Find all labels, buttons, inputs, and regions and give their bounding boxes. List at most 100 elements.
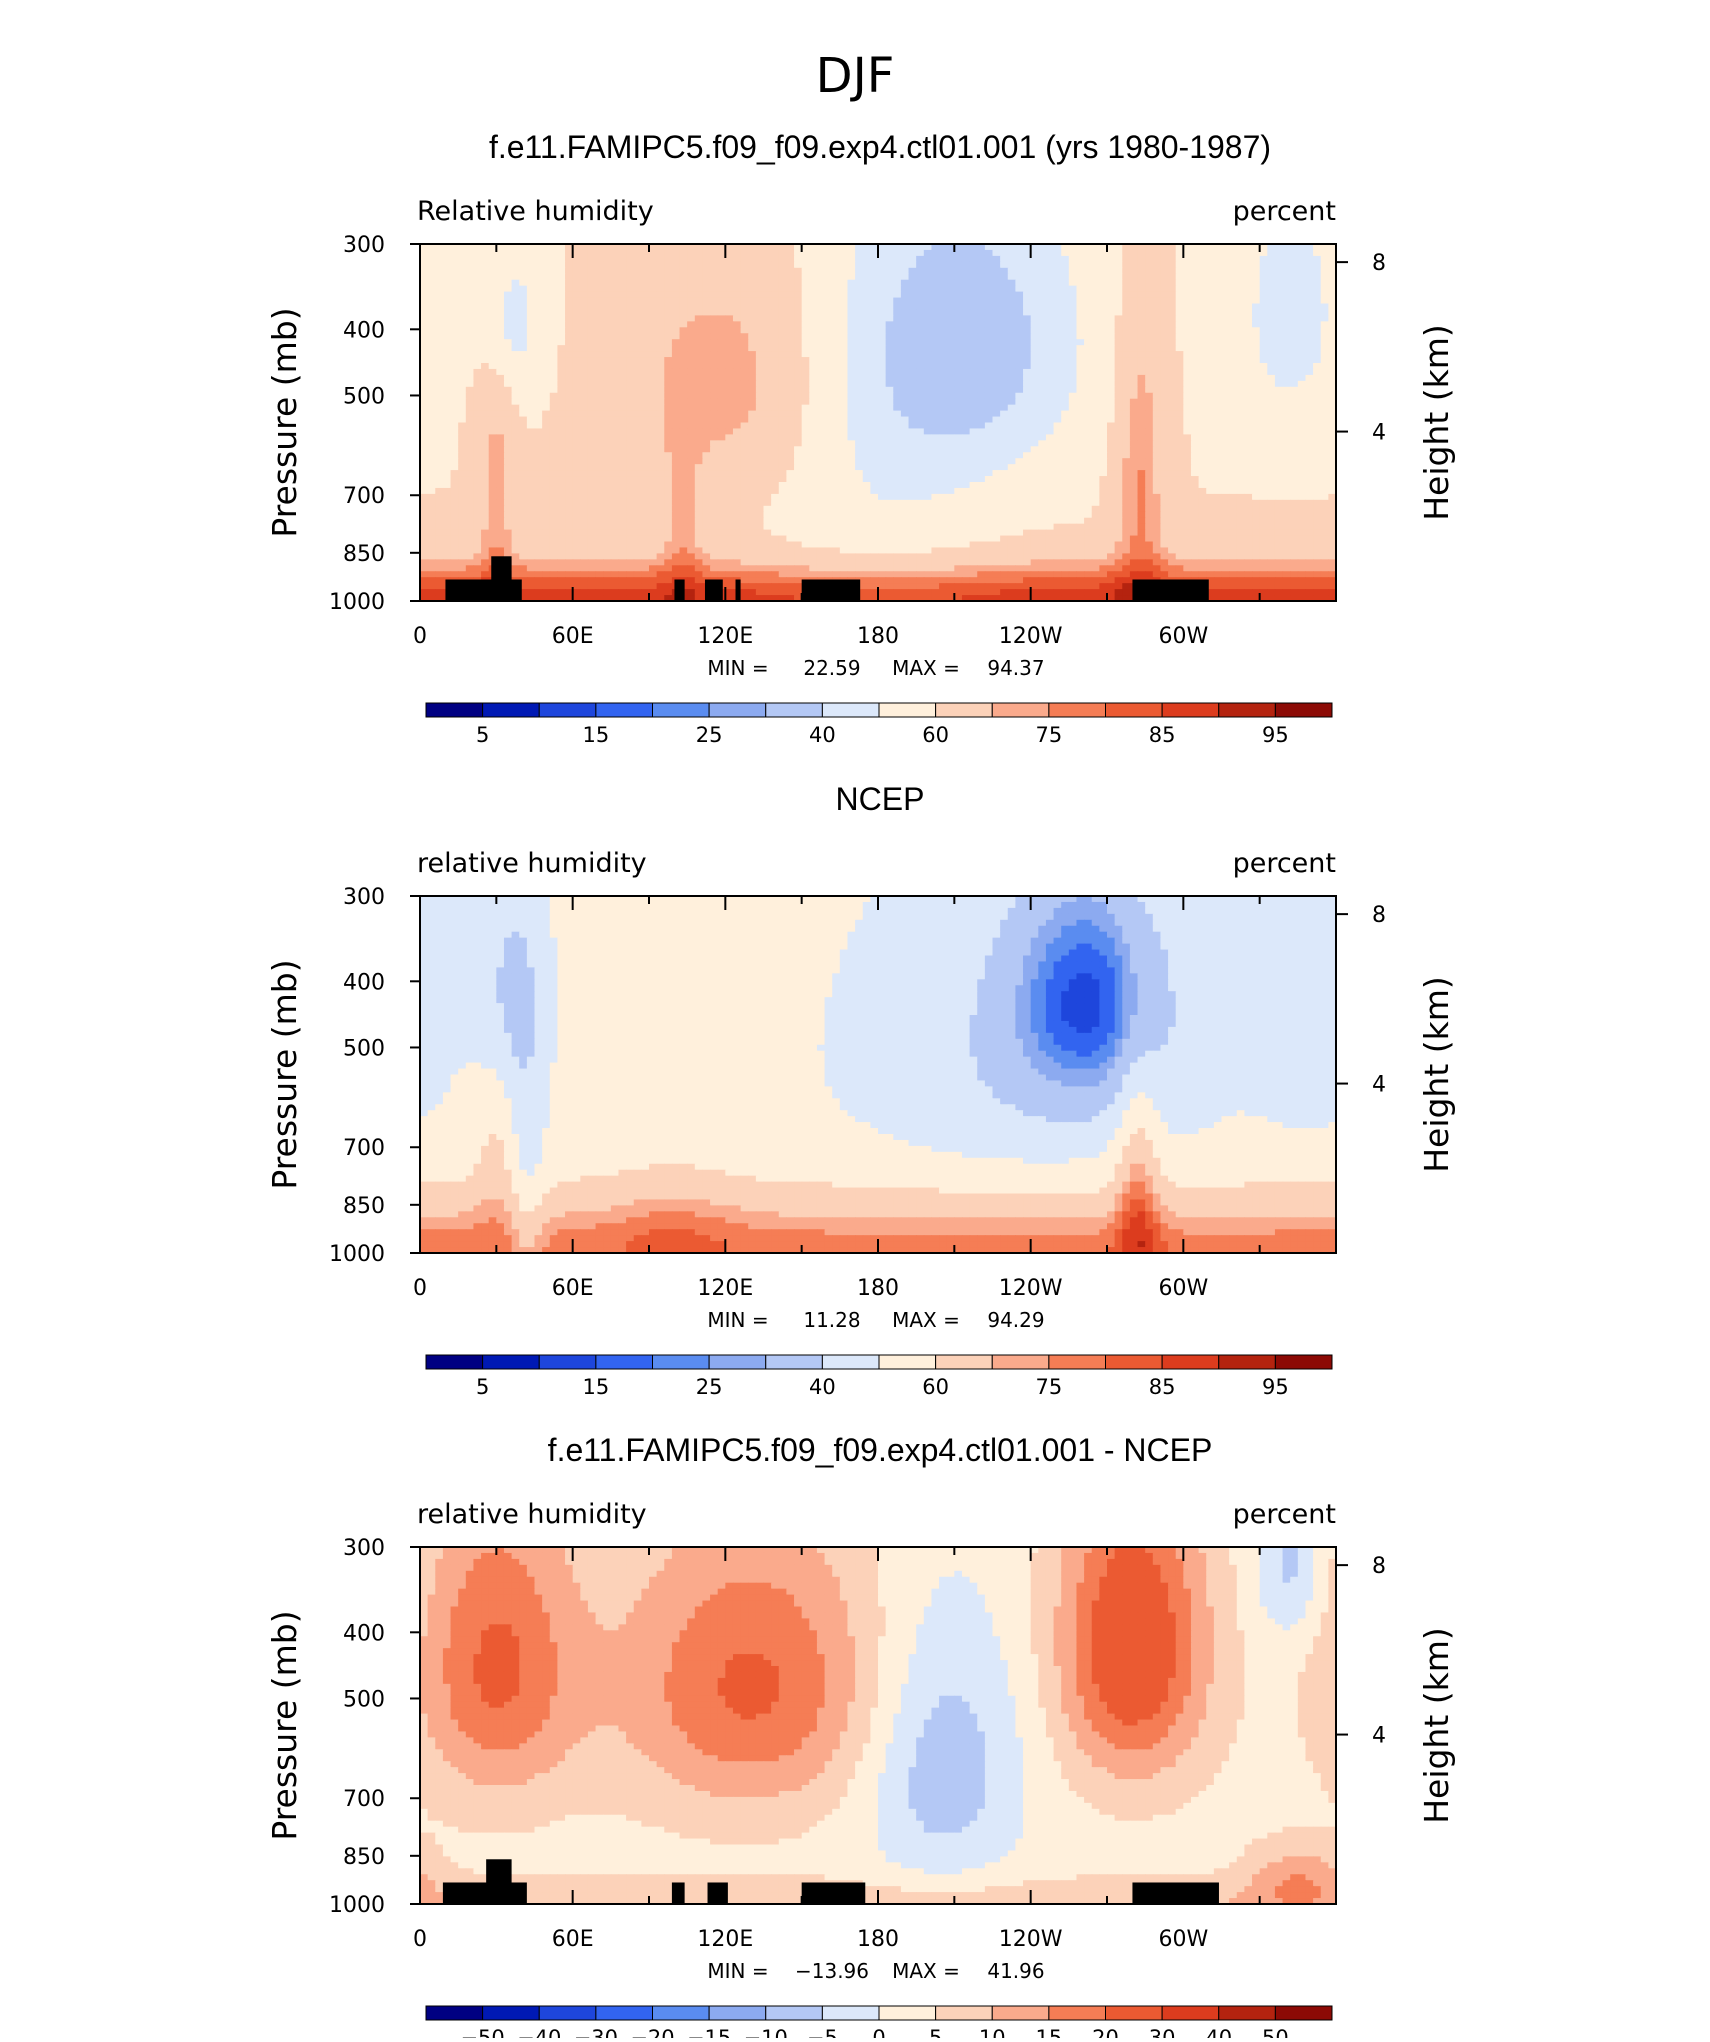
contour-cell [748,327,757,334]
contour-cell [1114,392,1123,400]
contour-cell [1007,446,1016,453]
contour-cell [1137,464,1146,471]
contour-cell [771,398,780,406]
contour-cell [748,261,757,269]
contour-cell [1236,315,1245,322]
contour-cell [565,416,574,424]
contour-cell [542,345,551,352]
contour-cell [1114,267,1123,275]
contour-cell [694,363,704,370]
contour-cell [984,452,994,459]
contour-cell [931,309,940,316]
contour-cell [580,261,589,269]
contour-cell [473,321,482,328]
contour-cell [1053,303,1062,311]
contour-cell [694,422,704,430]
contour-cell [626,363,635,370]
contour-cell [1313,398,1322,406]
contour-cell [1137,476,1146,483]
contour-cell [1282,363,1291,370]
contour-cell [984,285,994,293]
contour-cell [503,357,513,364]
contour-cell [832,446,841,453]
contour-cell [580,404,589,412]
contour-cell [420,398,429,406]
contour-cell [1297,279,1307,287]
contour-cell [481,303,490,311]
contour-cell [603,410,612,418]
contour-cell [557,368,566,376]
contour-cell [1229,339,1238,346]
contour-cell [702,339,711,346]
contour-cell [1206,404,1215,412]
contour-cell [503,464,513,471]
contour-cell [977,279,986,287]
contour-cell [595,351,604,358]
contour-cell [664,386,673,394]
contour-cell [1053,309,1062,316]
contour-cell [1045,339,1055,346]
contour-cell [1282,261,1291,269]
contour-cell [1114,476,1123,483]
contour-cell [656,458,665,465]
contour-cell [801,273,810,281]
contour-cell [984,386,994,394]
contour-cell [717,261,726,269]
contour-cell [458,440,467,447]
contour-cell [679,345,688,352]
contour-cell [931,458,940,465]
contour-cell [748,303,757,311]
contour-cell [992,392,1001,400]
contour-cell [954,357,963,364]
contour-cell [656,374,665,382]
contour-cell [885,315,894,322]
contour-cell [664,345,673,352]
contour-cell [580,255,589,263]
contour-cell [1313,244,1322,251]
contour-cell [610,279,620,287]
contour-cell [1000,392,1009,400]
contour-cell [656,464,665,471]
contour-cell [534,303,543,311]
contour-cell [1206,255,1215,263]
contour-cell [1175,285,1184,293]
contour-cell [450,422,459,430]
contour-cell [916,279,925,287]
contour-cell [1122,476,1131,483]
contour-cell [488,476,497,483]
contour-cell [839,357,849,364]
contour-cell [519,339,528,346]
contour-cell [595,464,604,471]
contour-cell [488,285,497,293]
contour-cell [626,345,635,352]
contour-cell [1129,458,1139,465]
contour-cell [587,458,597,465]
contour-cell [977,482,986,489]
contour-cell [939,392,948,400]
contour-cell [649,315,658,322]
contour-cell [862,482,871,489]
contour-cell [809,487,818,495]
contour-cell [923,279,933,287]
contour-cell [595,410,604,418]
contour-cell [565,470,574,477]
contour-cell [1236,273,1245,281]
contour-cell [679,309,688,316]
contour-cell [450,249,459,257]
contour-cell [618,398,627,406]
contour-cell [1236,333,1245,340]
contour-cell [755,249,765,257]
contour-cell [572,261,581,269]
contour-cell [542,351,551,358]
contour-cell [488,351,497,358]
contour-cell [1007,244,1016,251]
contour-cell [1091,380,1100,388]
contour-cell [740,261,749,269]
contour-cell [420,446,429,453]
contour-cell [954,380,963,388]
contour-cell [664,321,673,328]
contour-cell [626,476,635,483]
contour-cell [740,374,749,382]
contour-cell [664,470,673,477]
contour-cell [786,464,795,471]
